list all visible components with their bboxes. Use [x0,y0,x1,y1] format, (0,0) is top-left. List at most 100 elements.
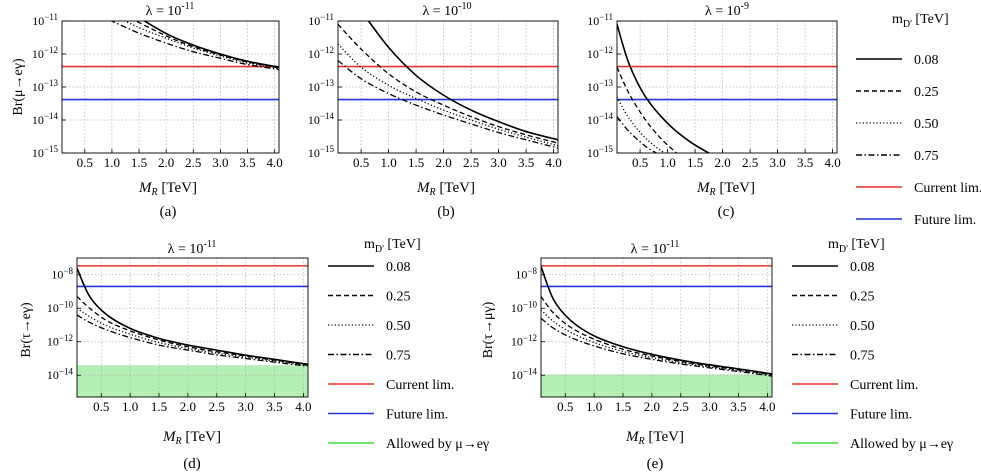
x-axis-label: MR [TeV] [416,180,475,198]
chart-panel-b: 0.5 1.0 1.5 2.0 2.5 3.0 3.5 4.0 10−11 10−12 10−13 1… [308,1,562,220]
y-tick-label: 10−14 [587,111,614,127]
x-tick-label: 1.0 [104,155,120,170]
legend-label: Future lim. [850,408,912,423]
series-line-dashed [617,66,678,153]
panel-caption: (d) [183,456,201,472]
allowed-region [77,365,308,397]
x-tick-label: 2.0 [435,155,451,170]
x-tick-label: 1.0 [380,155,396,170]
legend-label: 0.50 [386,319,411,334]
chart-panel-d: 0.5 1.0 1.5 2.0 2.5 3.0 3.5 4.0 10−8 10−10 10−12 10… [19,239,312,472]
x-tick-label: 1.0 [659,155,675,170]
y-tick-label: 10−8 [515,266,537,282]
legend-title: mD'​ [TeV] [892,12,949,30]
legend-label: Current lim. [914,181,981,196]
x-tick-label: 3.5 [266,399,282,414]
plot-frame [540,257,773,398]
x-tick-label: 0.5 [77,155,93,170]
x-tick-label: 2.5 [742,155,758,170]
x-tick-label: 4.0 [267,155,283,170]
series-line-solid [617,24,711,153]
legend-title: mD'​ [TeV] [364,237,421,255]
y-axis-label: Br(μ→eγ) [11,58,26,116]
x-axis-label: MR [TeV] [162,429,221,447]
chart-panel-a: 0.5 1.0 1.5 2.0 2.5 3.0 3.5 4.0 10−11 10−12 10−13 1… [11,1,283,220]
panel-caption: (c) [718,204,735,220]
series-line-dashdot [110,21,279,71]
x-tick-label: 1.5 [131,155,147,170]
series-line-dashed [134,21,279,69]
series-line-dashdot [617,116,658,153]
series-line-solid [77,267,308,366]
legend-label: 0.75 [914,149,939,164]
legend-top: mD'​ [TeV] 0.08 0.25 0.50 0.75 Current lim. Fu… [856,12,981,228]
x-tick-label: 2.5 [673,399,689,414]
x-tick-label: 2.5 [463,155,479,170]
series-line-dashdot [541,317,772,377]
legend-label: Future lim. [386,408,448,423]
x-tick-label: 3.0 [238,399,254,414]
legend-label: 0.25 [850,290,875,305]
x-tick-label: 3.5 [730,399,746,414]
chart-panel-c: 0.5 1.0 1.5 2.0 2.5 3.0 3.5 4.0 10−11 10−12 10−13 1… [587,1,841,220]
legend-label: Allowed by μ→eγ [386,437,489,452]
x-tick-label: 1.5 [687,155,703,170]
series-line-dotted [617,96,667,153]
legend-label: Allowed by μ→eγ [850,437,953,452]
panel-caption: (b) [437,204,455,220]
y-axis-label: Br(τ→μγ) [481,301,496,358]
y-tick-label: 10−12 [511,333,537,349]
x-tick-label: 0.5 [557,399,573,414]
x-tick-label: 3.0 [702,399,718,414]
y-tick-label: 10−10 [47,299,74,315]
allowed-region [541,374,772,397]
y-tick-label: 10−15 [587,144,614,160]
series-line-solid [142,21,279,68]
y-tick-label: 10−13 [308,78,335,94]
x-tick-label: 1.5 [615,399,631,414]
y-tick-label: 10−12 [308,45,334,61]
series-line-dashdot [77,314,308,367]
y-tick-label: 10−14 [32,111,59,127]
y-tick-label: 10−11 [32,12,58,28]
chart-title: λ = 10-11​ [631,239,680,257]
legend-label: 0.25 [914,85,939,100]
series-line-dashed [77,296,308,366]
y-tick-label: 10−8 [51,266,73,282]
series-line-dotted [123,21,279,70]
legend-label: 0.08 [850,260,875,275]
x-tick-label: 0.5 [93,399,109,414]
legend-label: Current lim. [850,378,918,393]
legend-label: 0.50 [914,117,939,132]
y-axis-label: Br(τ→eγ) [19,302,34,358]
legend-bottom-d: mD'​ [TeV] 0.08 0.25 0.50 0.75 Current lim. Fu… [328,237,489,452]
y-tick-label: 10−12 [587,45,613,61]
x-tick-label: 3.5 [239,155,255,170]
x-tick-label: 3.0 [490,155,506,170]
y-tick-label: 10−10 [511,299,538,315]
x-tick-label: 3.0 [769,155,785,170]
legend-label: 0.08 [914,53,939,68]
x-tick-label: 3.5 [518,155,534,170]
chart-title: λ = 10-11​ [168,239,217,257]
x-tick-label: 1.5 [408,155,424,170]
x-axis-label: MR [TeV] [696,180,755,198]
series-line-dashed [541,296,772,376]
x-tick-label: 1.5 [151,399,167,414]
x-tick-label: 4.0 [759,399,775,414]
x-tick-label: 2.0 [714,155,730,170]
series-line-dotted [77,307,308,367]
legend-label: Current lim. [386,378,454,393]
chart-title: λ = 10-10​ [422,1,471,19]
legend-label: 0.08 [386,260,411,275]
legend-bottom-e: mD'​ [TeV] 0.08 0.25 0.50 0.75 Current lim. Fu… [792,237,953,452]
chart-title: λ = 10-9​ [705,1,749,19]
y-tick-label: 10−13 [32,78,59,94]
y-tick-label: 10−12 [47,333,73,349]
legend-label: 0.25 [386,290,411,305]
series-line-dotted [541,309,772,376]
y-tick-label: 10−15 [32,144,59,160]
series-line-dashdot [338,60,558,149]
series-line-dashed [338,23,558,144]
